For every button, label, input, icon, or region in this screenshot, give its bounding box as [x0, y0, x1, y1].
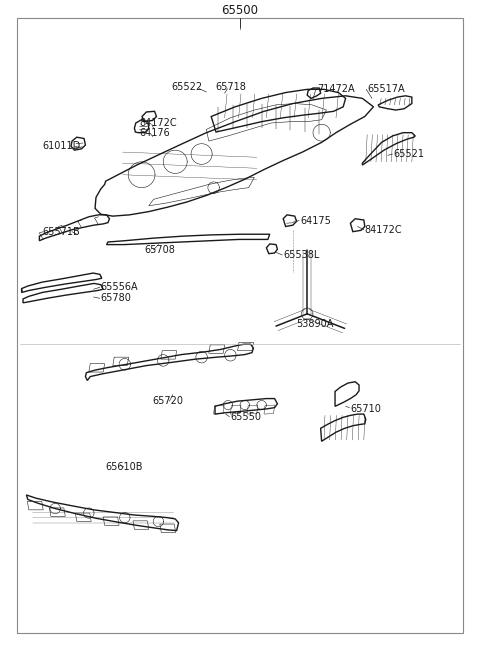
Text: 65708: 65708 [144, 245, 175, 255]
Text: 64175: 64175 [300, 215, 331, 226]
Text: 65521: 65521 [394, 149, 425, 159]
Text: 84172C: 84172C [365, 225, 402, 235]
Text: 65500: 65500 [221, 4, 259, 17]
Text: 65780: 65780 [101, 293, 132, 303]
Text: 65556A: 65556A [101, 282, 138, 292]
Text: 65550: 65550 [230, 411, 262, 422]
Text: 65710: 65710 [350, 404, 381, 414]
Text: 65538L: 65538L [283, 250, 320, 260]
Text: 65720: 65720 [153, 396, 184, 406]
Text: 61011D: 61011D [42, 141, 81, 151]
Text: 71472A: 71472A [317, 84, 354, 94]
Text: 64176: 64176 [139, 127, 170, 138]
Text: 65718: 65718 [215, 82, 246, 93]
Text: 65571B: 65571B [42, 226, 80, 237]
Text: 65517A: 65517A [367, 84, 405, 94]
Text: 53890A: 53890A [297, 319, 334, 329]
Text: 84172C: 84172C [139, 118, 177, 128]
Text: 65610B: 65610B [106, 462, 143, 472]
Text: 65522: 65522 [172, 82, 203, 93]
